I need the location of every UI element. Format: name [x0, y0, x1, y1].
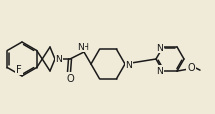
- Text: N: N: [157, 44, 163, 53]
- Text: N: N: [157, 66, 163, 75]
- Text: N: N: [55, 55, 62, 64]
- Text: N: N: [126, 60, 132, 69]
- Text: F: F: [16, 64, 22, 74]
- Text: O: O: [187, 63, 195, 73]
- Text: O: O: [66, 73, 74, 83]
- Text: N: N: [78, 43, 84, 52]
- Text: H: H: [82, 43, 88, 52]
